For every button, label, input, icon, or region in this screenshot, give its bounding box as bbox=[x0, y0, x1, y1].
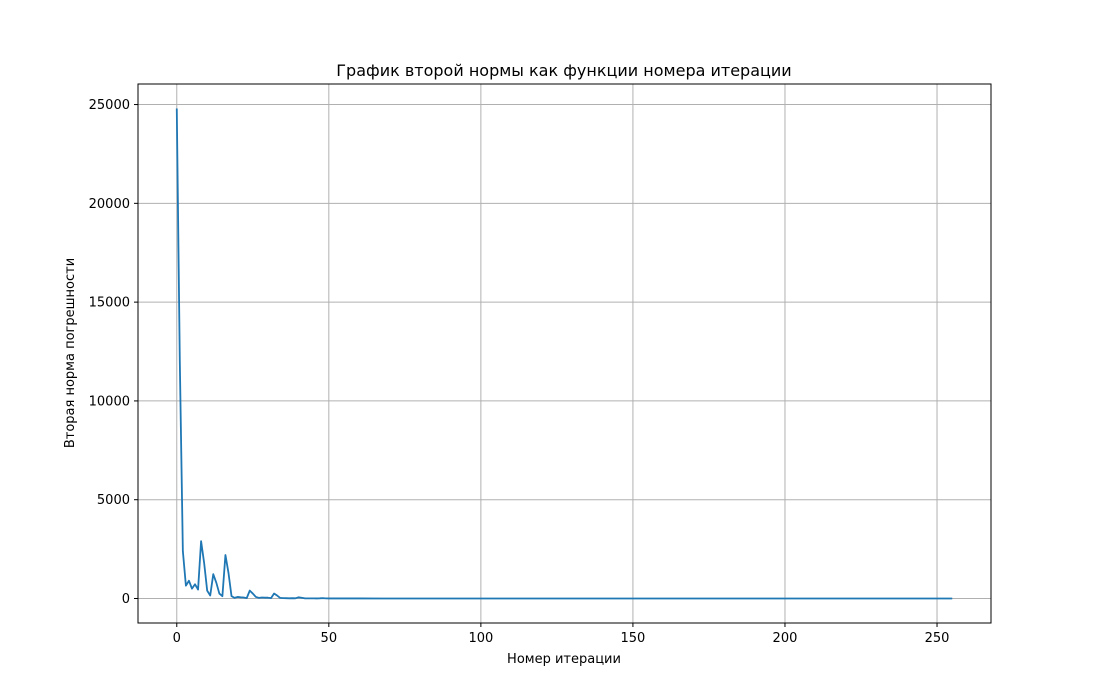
x-axis-label: Номер итерации bbox=[507, 652, 621, 667]
y-tick-label: 25000 bbox=[89, 98, 130, 113]
plot-frame bbox=[137, 83, 992, 624]
y-tick-label: 10000 bbox=[89, 394, 130, 409]
series-line bbox=[175, 108, 953, 600]
y-tick-label: 15000 bbox=[89, 296, 130, 311]
chart-title: График второй нормы как функции номера и… bbox=[336, 61, 791, 80]
x-tick-label: 100 bbox=[468, 631, 493, 646]
x-tick-label: 250 bbox=[925, 631, 950, 646]
x-tick-label: 50 bbox=[321, 631, 338, 646]
x-tick-label: 0 bbox=[173, 631, 181, 646]
series-group bbox=[175, 108, 953, 600]
x-tick-label: 150 bbox=[621, 631, 646, 646]
y-tick-label: 0 bbox=[122, 592, 130, 607]
x-tick-label: 200 bbox=[773, 631, 798, 646]
y-axis-label: Вторая норма погрешности bbox=[63, 258, 78, 448]
y-tick-label: 20000 bbox=[89, 197, 130, 212]
grid bbox=[138, 84, 991, 623]
y-axis: 0 5000 10000 15000 20000 25000 bbox=[89, 98, 138, 607]
x-axis: 0 50 100 150 200 250 bbox=[173, 623, 950, 646]
y-tick-label: 5000 bbox=[97, 493, 130, 508]
